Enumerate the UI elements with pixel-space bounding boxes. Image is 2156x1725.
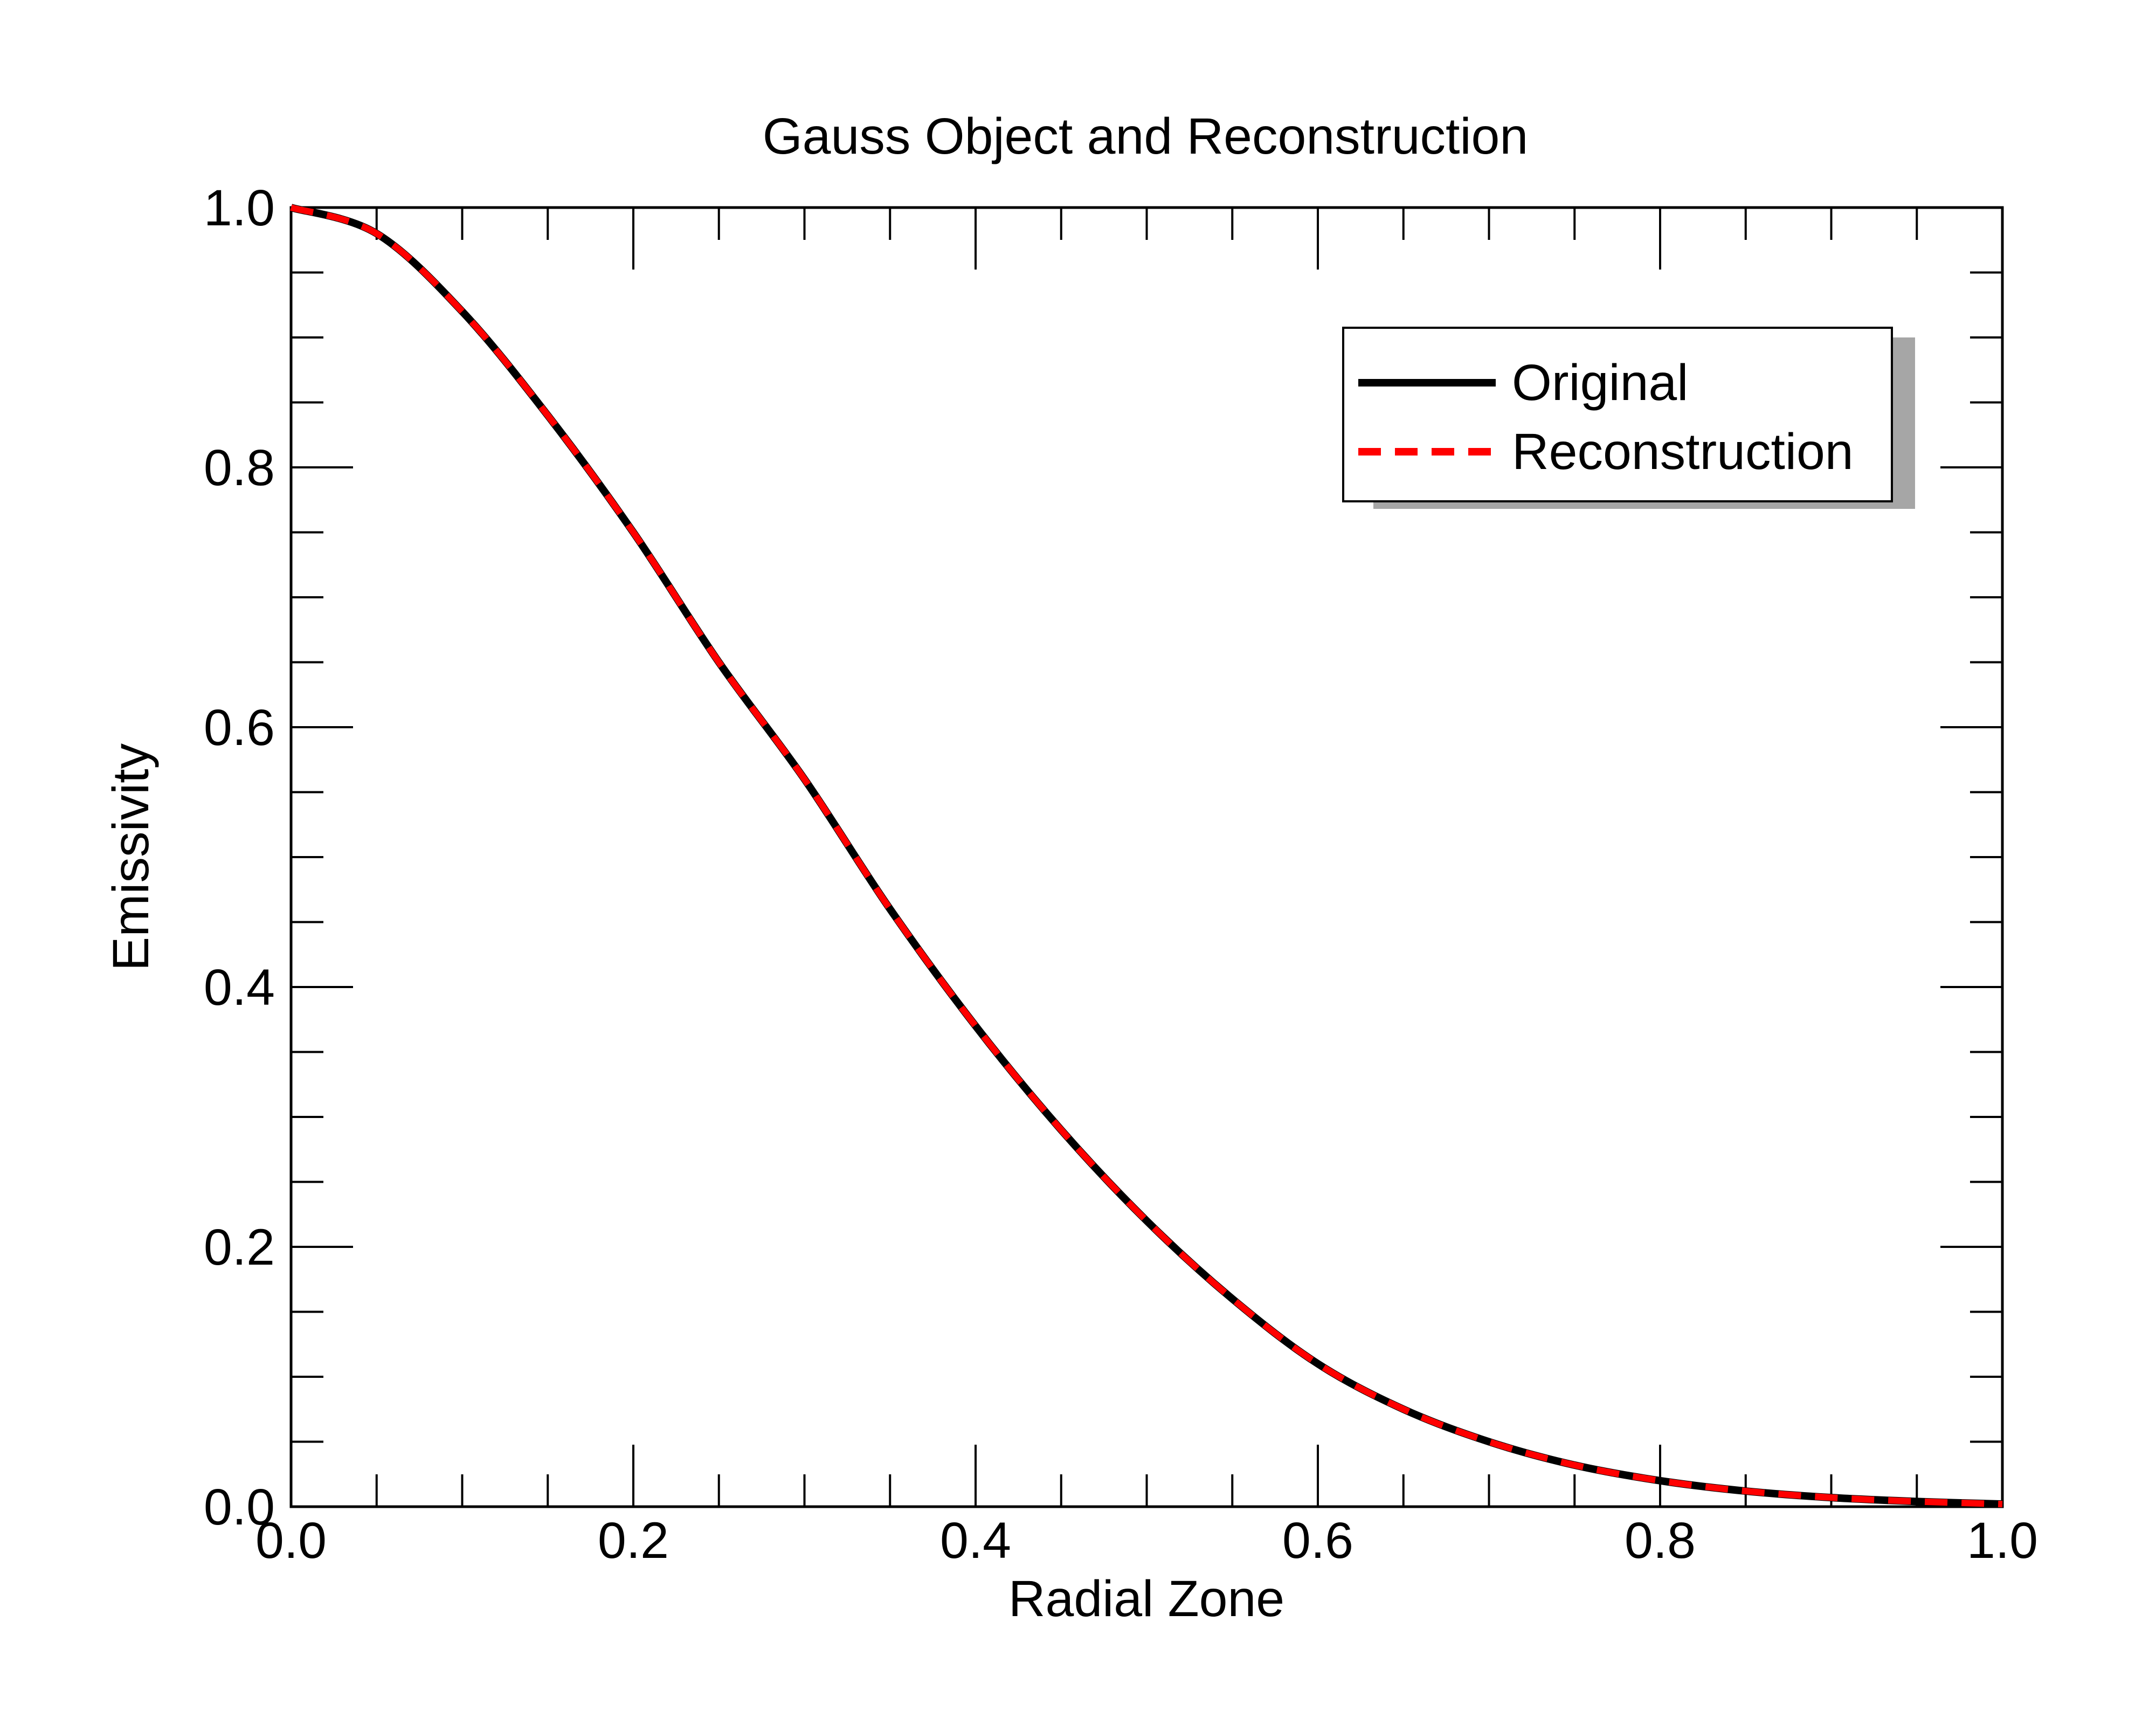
y-tick-label: 0.8 — [204, 439, 275, 496]
series-line-reconstruction — [290, 204, 2003, 1508]
x-tick-label: 0.2 — [598, 1512, 669, 1569]
x-tick-label: 0.8 — [1625, 1512, 1696, 1569]
plot-frame — [289, 206, 2004, 1508]
y-tick-label: 0.6 — [204, 699, 275, 756]
legend: Original Reconstruction — [1342, 327, 1915, 509]
legend-label-reconstruction: Reconstruction — [1512, 423, 1854, 480]
series-lines — [289, 204, 2003, 1508]
x-tick-label: 0.4 — [940, 1512, 1011, 1569]
legend-label-original: Original — [1512, 354, 1688, 411]
x-axis-label: Radial Zone — [1008, 1570, 1284, 1627]
chart-title: Gauss Object and Reconstruction — [763, 108, 1528, 165]
tick-labels: 0.0 0.2 0.4 0.6 0.8 1.0 0.0 0.2 0.4 0.6 0.8 1.0 — [204, 180, 2038, 1569]
y-axis-label: Emissivity — [102, 743, 160, 971]
x-tick-label: 1.0 — [1967, 1512, 2038, 1569]
y-tick-label: 0.4 — [204, 959, 275, 1016]
y-tick-label: 0.0 — [204, 1479, 275, 1536]
x-tick-label: 0.0 — [255, 1512, 327, 1569]
y-tick-label: 1.0 — [204, 180, 275, 237]
y-tick-label: 0.2 — [204, 1219, 275, 1276]
legend-box — [1342, 327, 1893, 502]
x-tick-label: 0.6 — [1282, 1512, 1353, 1569]
